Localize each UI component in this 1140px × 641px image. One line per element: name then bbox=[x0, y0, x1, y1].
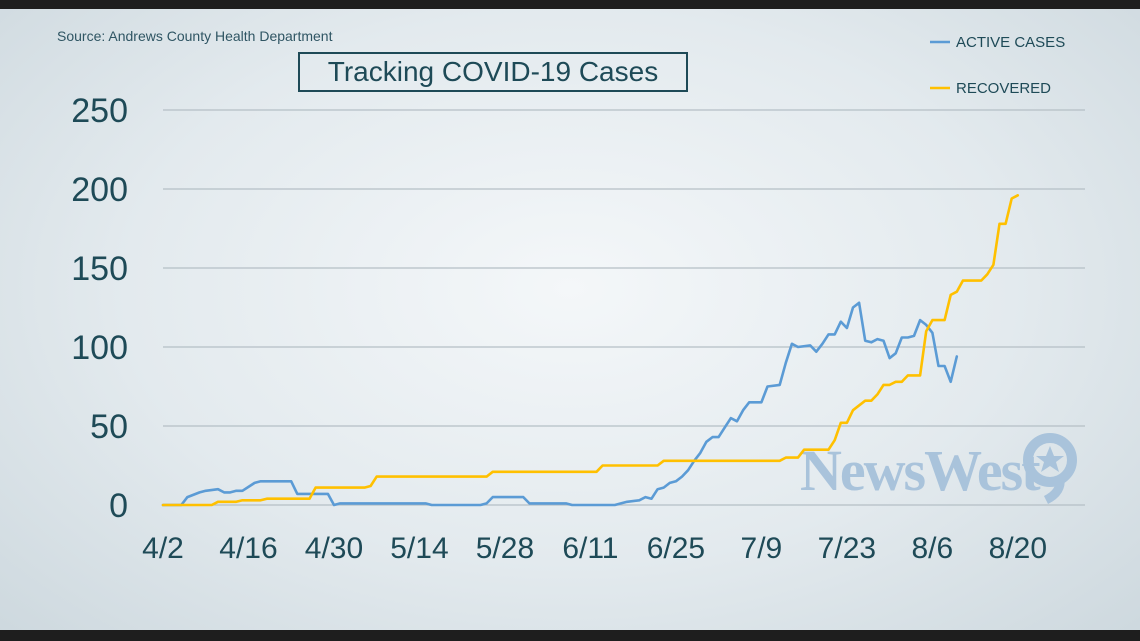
x-tick-6-11: 6/11 bbox=[562, 532, 618, 565]
x-tick-labels: 4/2 4/16 4/30 5/14 5/28 6/11 6/25 7/9 7/23 8/6 8/2… bbox=[142, 532, 1047, 565]
top-letterbox bbox=[0, 0, 1140, 9]
y-tick-200: 200 bbox=[71, 171, 128, 209]
series-line-active-cases bbox=[161, 301, 959, 507]
y-tick-labels: 0 50 100 150 200 250 bbox=[71, 92, 128, 525]
x-tick-7-9: 7/9 bbox=[741, 532, 783, 565]
x-tick-4-16: 4/16 bbox=[219, 532, 277, 565]
series-line-recovered bbox=[161, 194, 1020, 507]
logo-emblem-icon bbox=[1023, 433, 1077, 505]
x-tick-8-6: 8/6 bbox=[911, 532, 953, 565]
x-tick-5-28: 5/28 bbox=[476, 532, 534, 565]
y-tick-100: 100 bbox=[71, 329, 128, 367]
legend-label-1: RECOVERED bbox=[956, 80, 1051, 97]
bottom-letterbox bbox=[0, 630, 1140, 641]
series-lines bbox=[161, 194, 1020, 507]
y-tick-250: 250 bbox=[71, 92, 128, 130]
source-label: Source: Andrews County Health Department bbox=[57, 28, 333, 44]
y-tick-150: 150 bbox=[71, 250, 128, 288]
x-tick-4-2: 4/2 bbox=[142, 532, 184, 565]
chart-title: Tracking COVID-19 Cases bbox=[298, 52, 688, 92]
newswest-logo: NewsWest bbox=[800, 433, 1077, 505]
gridlines bbox=[163, 109, 1085, 506]
x-tick-7-23: 7/23 bbox=[818, 532, 876, 565]
x-tick-5-14: 5/14 bbox=[390, 532, 448, 565]
x-tick-8-20: 8/20 bbox=[989, 532, 1047, 565]
legend-label-0: ACTIVE CASES bbox=[956, 34, 1065, 51]
x-tick-4-30: 4/30 bbox=[305, 532, 363, 565]
x-tick-6-25: 6/25 bbox=[647, 532, 705, 565]
legend: ACTIVE CASES RECOVERED bbox=[930, 34, 1065, 97]
y-tick-50: 50 bbox=[90, 408, 128, 446]
y-tick-0: 0 bbox=[109, 487, 128, 525]
logo-wordmark: NewsWest bbox=[800, 438, 1041, 503]
